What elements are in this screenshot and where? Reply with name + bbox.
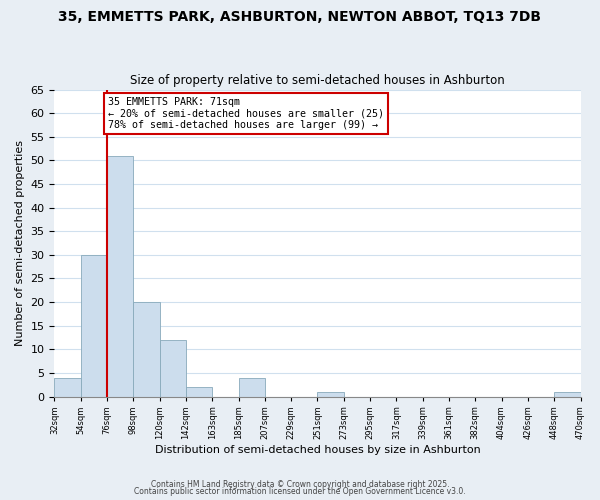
Text: Contains HM Land Registry data © Crown copyright and database right 2025.: Contains HM Land Registry data © Crown c…	[151, 480, 449, 489]
Bar	[317, 392, 344, 396]
Bar	[107, 156, 133, 396]
X-axis label: Distribution of semi-detached houses by size in Ashburton: Distribution of semi-detached houses by …	[155, 445, 481, 455]
Bar	[554, 392, 581, 396]
Title: Size of property relative to semi-detached houses in Ashburton: Size of property relative to semi-detach…	[130, 74, 505, 87]
Bar	[239, 378, 265, 396]
Text: 35 EMMETTS PARK: 71sqm
← 20% of semi-detached houses are smaller (25)
78% of sem: 35 EMMETTS PARK: 71sqm ← 20% of semi-det…	[109, 96, 385, 130]
Y-axis label: Number of semi-detached properties: Number of semi-detached properties	[15, 140, 25, 346]
Bar	[160, 340, 186, 396]
Bar	[133, 302, 160, 396]
Text: 35, EMMETTS PARK, ASHBURTON, NEWTON ABBOT, TQ13 7DB: 35, EMMETTS PARK, ASHBURTON, NEWTON ABBO…	[59, 10, 542, 24]
Bar	[81, 255, 107, 396]
Bar	[186, 387, 212, 396]
Text: Contains public sector information licensed under the Open Government Licence v3: Contains public sector information licen…	[134, 487, 466, 496]
Bar	[55, 378, 81, 396]
